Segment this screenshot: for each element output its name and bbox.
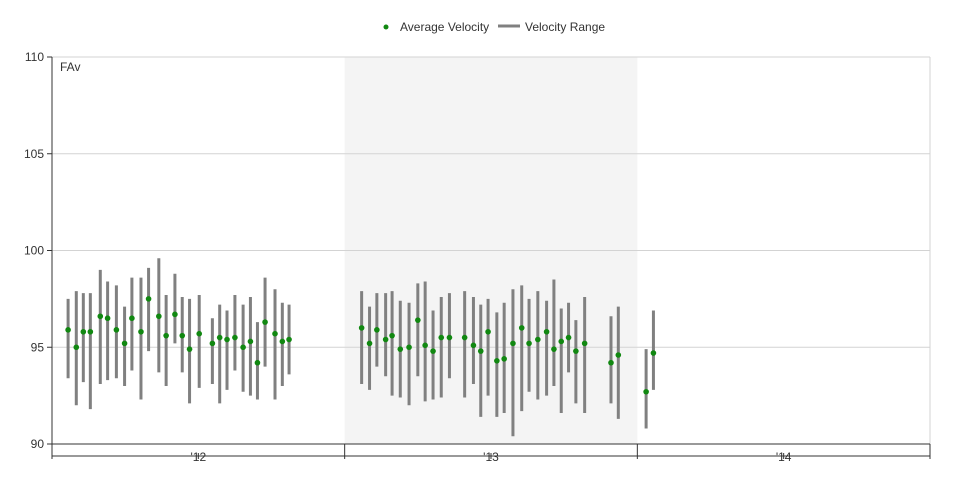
average-velocity-point xyxy=(565,334,572,341)
average-velocity-point xyxy=(551,346,557,352)
plot-label: FAv xyxy=(60,60,80,74)
average-velocity-point xyxy=(196,330,203,337)
average-velocity-point xyxy=(461,334,468,341)
average-velocity-point xyxy=(156,313,162,320)
average-velocity-point xyxy=(501,356,507,362)
average-velocity-point xyxy=(65,327,71,333)
average-velocity-point xyxy=(279,338,286,345)
average-velocity-point xyxy=(477,348,484,354)
average-velocity-point xyxy=(224,336,230,343)
average-velocity-series xyxy=(65,296,657,395)
average-velocity-point xyxy=(97,313,104,320)
average-velocity-point xyxy=(272,330,278,337)
y-tick-label: 90 xyxy=(31,437,45,451)
average-velocity-point xyxy=(232,334,238,341)
average-velocity-point xyxy=(121,340,128,347)
average-velocity-point xyxy=(172,311,178,318)
legend: Average Velocity Velocity Range xyxy=(383,20,605,34)
axes: 90 95 100 105 110 '12 '13 '14 xyxy=(24,50,931,464)
average-velocity-point xyxy=(446,334,453,341)
x-tick-label: '12 xyxy=(191,450,207,464)
average-velocity-point xyxy=(163,332,169,339)
average-velocity-point xyxy=(650,350,657,356)
average-velocity-point xyxy=(543,328,550,335)
average-velocity-point xyxy=(145,296,152,302)
y-tick-label: 105 xyxy=(24,147,44,161)
average-velocity-point xyxy=(113,327,120,333)
legend-avg-label: Average Velocity xyxy=(400,20,489,34)
legend-range-label: Velocity Range xyxy=(525,20,605,34)
average-velocity-point xyxy=(87,328,94,335)
average-velocity-point xyxy=(138,328,144,335)
average-velocity-point xyxy=(366,340,373,347)
legend-avg-marker xyxy=(383,24,389,30)
y-tick-label: 110 xyxy=(25,50,44,64)
average-velocity-point xyxy=(286,336,292,343)
average-velocity-point xyxy=(422,342,428,349)
x-tick-label: '14 xyxy=(776,450,792,464)
average-velocity-point xyxy=(179,332,186,339)
x-tick-label: '13 xyxy=(483,450,499,464)
average-velocity-point xyxy=(415,317,421,323)
average-velocity-point xyxy=(615,352,622,358)
average-velocity-point xyxy=(186,346,193,352)
average-velocity-point xyxy=(438,334,445,341)
average-velocity-point xyxy=(374,327,380,333)
average-velocity-point xyxy=(494,357,500,364)
average-velocity-point xyxy=(510,340,516,347)
average-velocity-point xyxy=(389,332,395,339)
average-velocity-point xyxy=(485,328,491,335)
average-velocity-point xyxy=(430,348,436,354)
average-velocity-point xyxy=(216,334,223,341)
average-velocity-point xyxy=(262,319,268,325)
y-tick-label: 95 xyxy=(31,340,45,354)
average-velocity-point xyxy=(643,388,649,395)
average-velocity-point xyxy=(518,325,525,331)
y-tick-label: 100 xyxy=(24,244,44,258)
average-velocity-point xyxy=(535,336,541,343)
average-velocity-point xyxy=(240,344,246,351)
average-velocity-point xyxy=(573,348,579,354)
average-velocity-point xyxy=(247,338,254,345)
average-velocity-point xyxy=(104,315,111,322)
average-velocity-point xyxy=(209,340,216,347)
average-velocity-point xyxy=(470,342,477,349)
average-velocity-point xyxy=(397,346,404,352)
average-velocity-point xyxy=(80,328,87,335)
average-velocity-point xyxy=(558,338,565,345)
average-velocity-point xyxy=(129,315,135,322)
average-velocity-point xyxy=(254,359,261,366)
average-velocity-point xyxy=(608,359,614,366)
average-velocity-point xyxy=(382,336,389,343)
average-velocity-point xyxy=(358,325,365,331)
average-velocity-point xyxy=(581,340,588,347)
average-velocity-point xyxy=(73,344,80,351)
average-velocity-point xyxy=(406,344,412,351)
average-velocity-point xyxy=(526,340,532,347)
